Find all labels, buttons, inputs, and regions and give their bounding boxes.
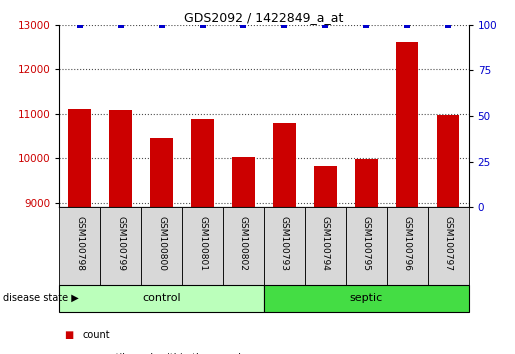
Text: GSM100798: GSM100798 xyxy=(75,216,84,272)
Bar xyxy=(59,207,100,285)
Text: GSM100795: GSM100795 xyxy=(362,216,371,272)
Bar xyxy=(346,207,387,285)
Bar xyxy=(150,138,173,207)
Text: ■: ■ xyxy=(64,353,74,354)
Point xyxy=(116,22,125,28)
Bar xyxy=(264,207,305,285)
Bar xyxy=(264,285,469,312)
Text: count: count xyxy=(82,330,110,339)
Bar xyxy=(109,110,132,207)
Text: disease state ▶: disease state ▶ xyxy=(3,293,78,303)
Point xyxy=(444,22,452,28)
Text: GSM100802: GSM100802 xyxy=(239,216,248,271)
Point xyxy=(198,22,207,28)
Bar xyxy=(314,166,337,207)
Bar xyxy=(427,207,469,285)
Bar xyxy=(100,207,141,285)
Text: GSM100800: GSM100800 xyxy=(157,216,166,272)
Text: GSM100797: GSM100797 xyxy=(444,216,453,272)
Bar xyxy=(68,109,91,207)
Text: GSM100794: GSM100794 xyxy=(321,216,330,271)
Text: ■: ■ xyxy=(64,330,74,339)
Bar xyxy=(182,207,223,285)
Point xyxy=(158,22,166,28)
Bar xyxy=(59,285,264,312)
Bar xyxy=(141,207,182,285)
Bar xyxy=(191,119,214,207)
Text: GSM100799: GSM100799 xyxy=(116,216,125,272)
Bar xyxy=(273,124,296,207)
Bar xyxy=(396,42,419,207)
Point xyxy=(280,22,288,28)
Text: control: control xyxy=(142,293,181,303)
Text: percentile rank within the sample: percentile rank within the sample xyxy=(82,353,247,354)
Point xyxy=(321,22,330,28)
Point xyxy=(239,22,248,28)
Point xyxy=(362,22,370,28)
Text: GSM100793: GSM100793 xyxy=(280,216,289,272)
Bar xyxy=(355,159,377,207)
Text: GSM100801: GSM100801 xyxy=(198,216,207,272)
Point xyxy=(76,22,84,28)
Title: GDS2092 / 1422849_a_at: GDS2092 / 1422849_a_at xyxy=(184,11,344,24)
Bar xyxy=(305,207,346,285)
Bar xyxy=(387,207,427,285)
Bar xyxy=(232,157,255,207)
Bar xyxy=(223,207,264,285)
Text: septic: septic xyxy=(350,293,383,303)
Text: GSM100796: GSM100796 xyxy=(403,216,411,272)
Bar xyxy=(437,115,459,207)
Point xyxy=(403,22,411,28)
